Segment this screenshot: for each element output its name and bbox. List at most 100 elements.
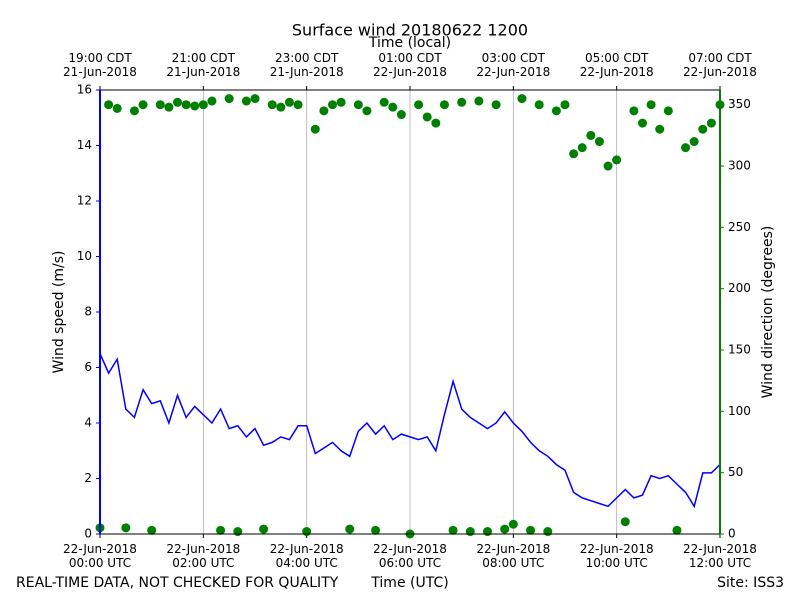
direction-point (310, 124, 320, 134)
direction-point (121, 523, 131, 533)
direction-point (164, 102, 174, 112)
y2-tick-label: 350 (728, 97, 751, 111)
direction-point (129, 106, 139, 116)
direction-point (155, 100, 165, 110)
y-tick-label: 16 (77, 83, 92, 97)
y-tick-label: 12 (77, 194, 92, 208)
x-tick-label: 22-Jun-2018 04:00 UTC (270, 542, 344, 570)
x-tick-label: 22-Jun-2018 08:00 UTC (476, 542, 550, 570)
direction-point (508, 519, 518, 529)
direction-point (491, 100, 501, 110)
x-axis-label: Time (UTC) (370, 575, 448, 591)
x-tick-label: 22-Jun-2018 12:00 UTC (683, 542, 757, 570)
direction-point (396, 110, 406, 120)
direction-point (293, 100, 303, 110)
direction-point (284, 97, 294, 107)
direction-point (560, 100, 570, 110)
direction-point (431, 118, 441, 128)
y2-tick-label: 50 (728, 465, 743, 479)
direction-point (638, 118, 647, 128)
y2-axis-label: Wind direction (degrees) (760, 226, 776, 399)
y-tick-label: 4 (84, 416, 92, 430)
y2-tick-label: 0 (728, 527, 736, 541)
x2-axis-label: Time (local) (368, 35, 451, 51)
direction-point (569, 149, 579, 159)
y2-tick-label: 300 (728, 159, 751, 173)
direction-point (681, 143, 691, 153)
footer-right: Site: ISS3 (717, 575, 784, 591)
direction-point (190, 101, 200, 111)
x-tick-label: 22-Jun-2018 10:00 UTC (580, 542, 654, 570)
y-tick-label: 0 (84, 527, 92, 541)
y2-tick-label: 150 (728, 343, 751, 357)
y-tick-label: 10 (77, 249, 92, 263)
direction-point (629, 106, 639, 116)
x2-tick-label: 21:00 CDT 21-Jun-2018 (166, 51, 240, 79)
direction-point (517, 94, 527, 104)
direction-point (112, 103, 122, 113)
direction-point (216, 525, 226, 535)
y-axis-label: Wind speed (m/s) (51, 251, 67, 374)
direction-point (233, 527, 243, 537)
direction-point (302, 527, 312, 537)
y2-tick-label: 250 (728, 220, 751, 234)
direction-point (594, 137, 604, 147)
direction-point (612, 155, 622, 165)
y-tick-label: 2 (84, 471, 92, 485)
direction-point (224, 94, 234, 104)
direction-point (483, 527, 492, 537)
x-tick-label: 22-Jun-2018 06:00 UTC (373, 542, 447, 570)
direction-point (439, 100, 449, 110)
direction-point (465, 527, 475, 537)
direction-point (448, 525, 458, 535)
direction-point (672, 525, 682, 535)
direction-point (276, 102, 286, 112)
direction-point (198, 100, 208, 110)
direction-point (698, 124, 708, 134)
direction-point (500, 524, 510, 534)
y2-tick-label: 100 (728, 404, 751, 418)
direction-point (663, 106, 673, 116)
y-tick-label: 14 (77, 138, 92, 152)
direction-point (526, 525, 536, 535)
direction-point (577, 143, 587, 153)
direction-point (414, 100, 424, 110)
x-tick-label: 22-Jun-2018 02:00 UTC (166, 542, 240, 570)
y-tick-label: 6 (84, 360, 92, 374)
direction-point (534, 100, 544, 110)
direction-point (388, 102, 398, 112)
direction-point (104, 100, 114, 110)
direction-point (345, 524, 355, 534)
direction-point (586, 130, 596, 140)
x2-tick-label: 23:00 CDT 21-Jun-2018 (270, 51, 344, 79)
direction-point (371, 525, 381, 535)
direction-point (241, 96, 251, 106)
direction-point (147, 525, 157, 535)
direction-point (207, 96, 217, 106)
x2-tick-label: 03:00 CDT 22-Jun-2018 (476, 51, 550, 79)
direction-point (706, 118, 716, 128)
direction-point (259, 524, 269, 534)
direction-point (353, 100, 363, 110)
chart-title: Surface wind 20180622 1200 (292, 21, 528, 40)
y2-tick-label: 200 (728, 281, 751, 295)
direction-point (319, 106, 329, 116)
direction-point (250, 94, 260, 104)
direction-point (422, 112, 432, 122)
direction-point (267, 100, 277, 110)
direction-point (457, 97, 467, 107)
y-tick-label: 8 (84, 305, 92, 319)
x2-tick-label: 19:00 CDT 21-Jun-2018 (63, 51, 137, 79)
direction-point (379, 97, 389, 107)
x-tick-label: 22-Jun-2018 00:00 UTC (63, 542, 137, 570)
direction-point (362, 106, 372, 116)
direction-point (173, 97, 182, 107)
direction-point (551, 106, 561, 116)
direction-point (336, 97, 346, 107)
speed-line (99, 353, 721, 509)
direction-point (328, 100, 337, 110)
x2-tick-label: 01:00 CDT 22-Jun-2018 (373, 51, 447, 79)
direction-point (543, 527, 553, 537)
direction-point (181, 100, 191, 110)
